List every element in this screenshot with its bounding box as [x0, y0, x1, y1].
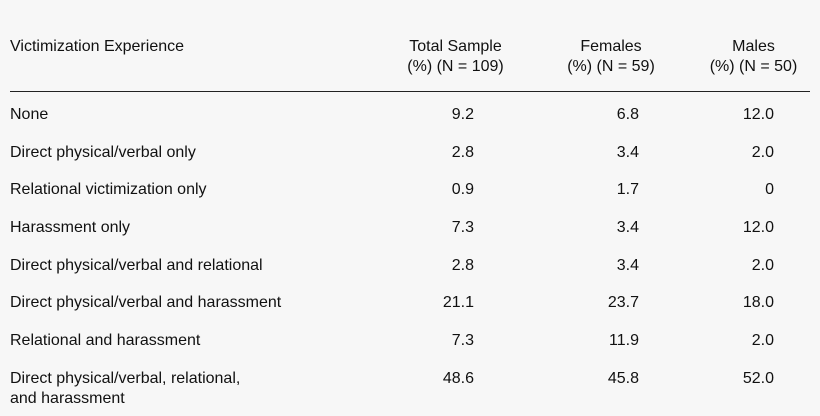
row-total-value: 48.6 — [442, 369, 474, 387]
row-total-value: 0.9 — [451, 181, 474, 199]
row-label: Direct physical/verbal and relational — [10, 256, 263, 276]
row-males-value: 0 — [765, 181, 774, 199]
row-label: Relational and harassment — [10, 331, 200, 351]
row-label: Relational victimization only — [10, 180, 207, 200]
header-males: Males (%) (N = 50) — [697, 37, 810, 77]
table-row: None 9.2 6.8 12.0 — [10, 92, 810, 130]
row-label-line: Direct physical/verbal only — [10, 143, 196, 161]
row-label: Harassment only — [10, 218, 130, 238]
table-row: Direct physical/verbal, relational, and h… — [10, 356, 810, 412]
row-label: Direct physical/verbal, relational, and h… — [10, 369, 240, 409]
row-females-value: 1.7 — [616, 181, 639, 199]
row-label-line: Direct physical/verbal and relational — [10, 256, 263, 274]
table-row: Direct physical/verbal and harassment 21.… — [10, 280, 810, 318]
row-total-value: 7.3 — [451, 332, 474, 350]
header-females-line2: (%) (N = 59) — [567, 58, 655, 75]
row-total-value: 2.8 — [451, 256, 474, 274]
row-total-value: 9.2 — [451, 106, 474, 123]
row-label: Direct physical/verbal and harassment — [10, 293, 281, 313]
row-females-value: 6.8 — [616, 106, 639, 123]
row-label-line: Harassment only — [10, 219, 131, 237]
header-total-line2: (%) (N = 109) — [407, 58, 504, 75]
row-label-line: None — [10, 106, 49, 123]
row-total-value: 7.3 — [451, 219, 474, 237]
row-females-value: 23.7 — [607, 294, 639, 312]
row-label: None — [10, 105, 48, 125]
row-label-line: Relational victimization only — [10, 181, 207, 199]
table-row: Harassment only 7.3 3.4 12.0 — [10, 205, 810, 243]
row-females-value: 11.9 — [609, 332, 639, 350]
row-label-line: Relational and harassment — [10, 332, 201, 350]
header-total-line1: Total Sample — [409, 38, 502, 55]
header-total-sample: Total Sample (%) (N = 109) — [393, 37, 518, 77]
row-males-value: 18.0 — [742, 294, 774, 312]
table-header: Victimization Experience Total Sample (%… — [10, 37, 810, 92]
row-females-value: 3.4 — [616, 256, 639, 274]
row-males-value: 52.0 — [742, 369, 774, 387]
table-row: Relational victimization only 0.9 1.7 0 — [10, 167, 810, 205]
row-females-value: 45.8 — [607, 369, 639, 387]
table-body: None 9.2 6.8 12.0 Direct physical/verbal onl… — [10, 92, 810, 412]
row-males-value: 12.0 — [742, 219, 774, 237]
row-males-value: 2.0 — [751, 256, 774, 274]
row-total-value: 2.8 — [451, 143, 474, 161]
table-row: Relational and harassment 7.3 11.9 2.0 — [10, 318, 810, 356]
header-victimization-experience: Victimization Experience — [10, 37, 184, 57]
row-label-line: Direct physical/verbal and harassment — [10, 294, 282, 312]
table-row: Direct physical/verbal and relational 2.8… — [10, 243, 810, 281]
header-males-line1: Males — [732, 38, 775, 55]
row-label-line: Direct physical/verbal, relational, — [10, 369, 241, 387]
table-row: Direct physical/verbal only 2.8 3.4 2.0 — [10, 130, 810, 168]
row-label-line: and harassment — [10, 389, 125, 407]
header-females: Females (%) (N = 59) — [555, 37, 667, 77]
header-males-line2: (%) (N = 50) — [709, 58, 798, 75]
row-females-value: 3.4 — [616, 143, 639, 161]
row-males-value: 2.0 — [751, 143, 774, 161]
row-total-value: 21.1 — [442, 294, 474, 312]
header-label-text: Victimization Experience — [10, 38, 185, 55]
row-males-value: 12.0 — [742, 106, 774, 123]
victimization-table: Victimization Experience Total Sample (%… — [10, 37, 810, 412]
row-label: Direct physical/verbal only — [10, 143, 196, 163]
row-females-value: 3.4 — [616, 219, 639, 237]
row-males-value: 2.0 — [751, 332, 774, 350]
header-females-line1: Females — [580, 38, 642, 55]
